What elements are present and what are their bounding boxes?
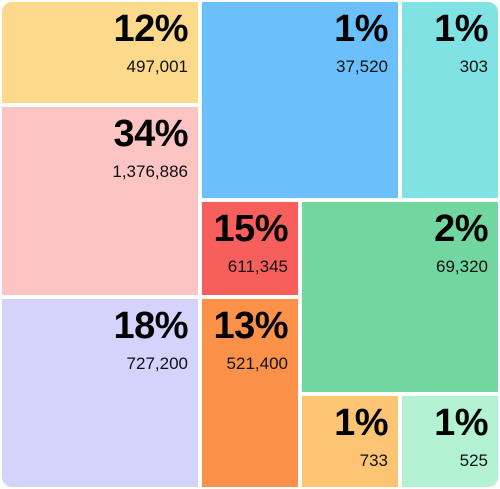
tile-percent-label: 1%	[334, 402, 388, 444]
treemap-tile: 1% 525	[400, 394, 500, 489]
tile-value-label: 497,001	[126, 57, 188, 76]
treemap-tile: 1% 37,520	[200, 0, 400, 200]
tile-value-label: 611,345	[227, 257, 288, 276]
treemap-tile: 34% 1,376,886	[0, 105, 200, 297]
tile-percent-label: 18%	[113, 305, 188, 347]
tile-percent-label: 12%	[113, 8, 188, 50]
treemap-tile: 18% 727,200	[0, 297, 200, 489]
treemap-tile: 15% 611,345	[200, 200, 300, 297]
tile-value-label: 727,200	[126, 354, 188, 373]
treemap-tile: 2% 69,320	[300, 200, 500, 394]
tile-value-label: 69,320	[436, 257, 488, 276]
tile-value-label: 37,520	[336, 57, 388, 76]
tile-percent-label: 15%	[213, 208, 288, 250]
tile-value-label: 1,376,886	[112, 162, 188, 181]
tile-value-label: 733	[359, 451, 388, 470]
tile-percent-label: 2%	[434, 208, 488, 250]
treemap-tile: 1% 303	[400, 0, 500, 200]
tile-value-label: 303	[459, 57, 488, 76]
treemap-tile: 1% 733	[300, 394, 400, 489]
treemap-tile: 12% 497,001	[0, 0, 200, 105]
treemap-tile: 13% 521,400	[200, 297, 300, 489]
tile-percent-label: 1%	[434, 8, 488, 50]
tile-percent-label: 1%	[334, 8, 388, 50]
tile-percent-label: 34%	[113, 113, 188, 155]
tile-percent-label: 13%	[213, 305, 288, 347]
tile-value-label: 521,400	[226, 354, 288, 373]
tile-percent-label: 1%	[434, 402, 488, 444]
tile-value-label: 525	[459, 451, 488, 470]
